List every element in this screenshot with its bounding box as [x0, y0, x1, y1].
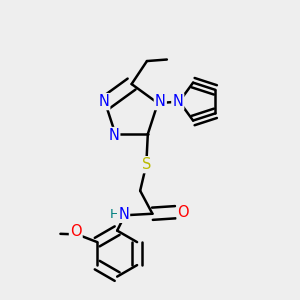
Text: H: H — [110, 208, 120, 220]
Text: N: N — [118, 207, 129, 222]
Text: N: N — [108, 128, 119, 143]
Text: S: S — [142, 157, 151, 172]
Text: N: N — [155, 94, 166, 109]
Text: N: N — [98, 94, 109, 109]
Text: N: N — [172, 94, 183, 109]
Text: O: O — [70, 224, 82, 239]
Text: O: O — [178, 205, 189, 220]
